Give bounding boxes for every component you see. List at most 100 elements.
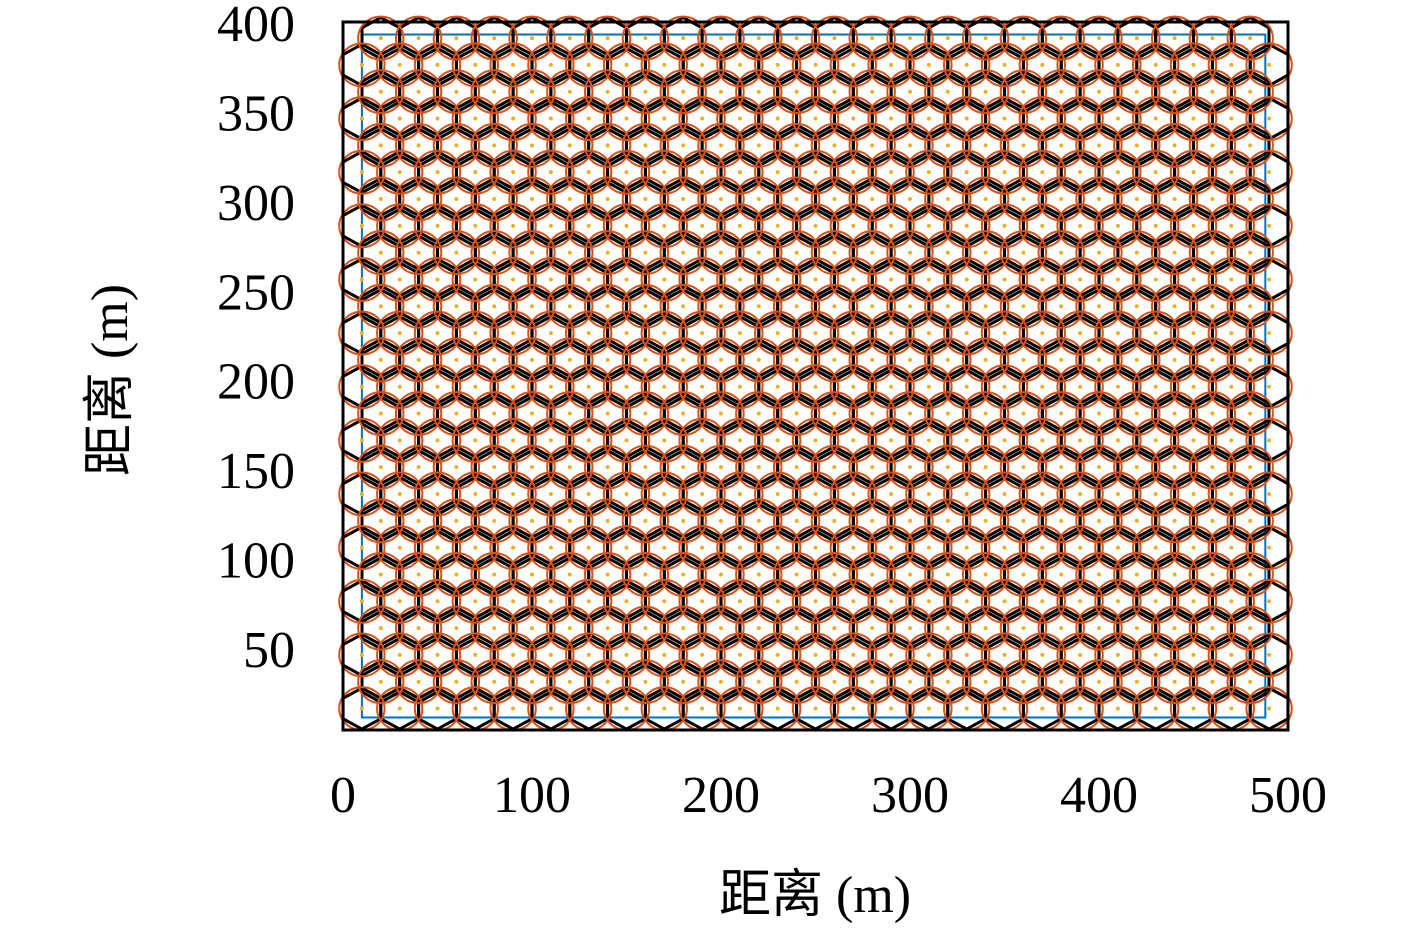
coverage-circle	[413, 578, 462, 624]
coverage-circle	[1188, 283, 1237, 329]
center-point	[794, 304, 799, 309]
center-point	[643, 36, 648, 41]
coverage-circle	[546, 444, 594, 490]
center-point	[851, 62, 856, 67]
coverage-circle	[961, 283, 1010, 329]
coverage-circle	[1113, 337, 1161, 383]
coverage-circle	[659, 659, 707, 705]
center-point	[1248, 411, 1253, 416]
center-point	[870, 518, 875, 523]
center-point	[889, 331, 894, 336]
coverage-circle	[678, 310, 726, 356]
coverage-circle	[1132, 632, 1180, 678]
center-point	[964, 277, 969, 282]
center-point	[530, 197, 534, 201]
coverage-circle	[583, 122, 632, 168]
center-point	[416, 465, 421, 470]
center-point	[359, 706, 364, 711]
center-point	[624, 62, 629, 67]
coverage-circle	[640, 471, 688, 517]
center-point	[756, 572, 761, 577]
x-tick-label: 0	[330, 767, 356, 824]
center-point	[586, 331, 591, 336]
center-point	[1191, 384, 1196, 389]
coverage-circle	[791, 632, 840, 678]
coverage-circle	[583, 337, 632, 383]
center-point	[813, 652, 818, 657]
center-point	[605, 518, 610, 523]
center-point	[1097, 89, 1101, 94]
center-point	[1210, 36, 1215, 41]
coverage-circle	[394, 230, 443, 276]
center-point	[1229, 545, 1234, 550]
coverage-circle	[980, 417, 1029, 463]
coverage-circle	[602, 471, 651, 517]
coverage-circle	[659, 391, 707, 436]
coverage-circle	[1207, 42, 1255, 88]
coverage-circle	[678, 417, 726, 463]
coverage-circle	[999, 69, 1048, 115]
coverage-circle	[1056, 203, 1104, 249]
coverage-circle	[508, 498, 556, 544]
center-point	[397, 706, 402, 711]
coverage-circle	[905, 149, 953, 195]
coverage-circle	[432, 391, 481, 436]
coverage-circle	[376, 203, 424, 249]
center-point	[1115, 545, 1120, 550]
center-point	[1134, 465, 1139, 470]
center-point	[1153, 492, 1158, 496]
coverage-circle	[527, 149, 575, 195]
center-point	[1002, 277, 1007, 282]
y-tick-label: 50	[243, 622, 295, 679]
coverage-circle	[508, 176, 556, 222]
coverage-circle	[697, 176, 745, 222]
coverage-circle	[583, 444, 632, 490]
coverage-circle	[489, 525, 537, 571]
center-point	[624, 599, 629, 604]
coverage-circle	[583, 176, 632, 222]
center-point	[624, 384, 629, 389]
center-point	[473, 384, 478, 389]
center-point	[454, 89, 459, 94]
coverage-circle	[1207, 310, 1255, 356]
center-point	[567, 357, 572, 362]
center-point	[851, 170, 856, 175]
coverage-circle	[621, 552, 670, 597]
center-point	[1115, 223, 1120, 228]
coverage-circle	[867, 257, 915, 302]
coverage-circle	[376, 257, 424, 302]
center-point	[889, 223, 894, 228]
coverage-circle	[886, 283, 934, 329]
center-point	[530, 36, 534, 41]
center-point	[1040, 62, 1045, 67]
center-point	[567, 89, 572, 94]
center-point	[832, 357, 837, 362]
coverage-circle	[470, 552, 518, 597]
center-point	[548, 384, 553, 389]
coverage-circle	[394, 69, 443, 115]
coverage-circle	[791, 149, 840, 195]
coverage-circle	[1056, 578, 1104, 624]
center-point	[1078, 331, 1083, 336]
coverage-circle	[943, 417, 991, 463]
center-point	[643, 626, 648, 631]
coverage-circle	[716, 525, 764, 571]
coverage-circle	[470, 605, 518, 651]
center-point	[870, 304, 875, 309]
center-point	[1059, 197, 1064, 201]
center-point	[624, 331, 629, 336]
coverage-circle	[716, 417, 764, 463]
center-point	[1021, 89, 1026, 94]
coverage-circle	[886, 122, 934, 168]
center-point	[983, 304, 988, 309]
coverage-circle	[432, 69, 481, 115]
center-point	[1210, 304, 1215, 309]
center-point	[511, 438, 516, 443]
coverage-circle	[546, 391, 594, 436]
center-point	[700, 599, 705, 604]
center-point	[832, 197, 837, 201]
center-point	[964, 384, 969, 389]
center-point	[605, 626, 610, 631]
center-point	[1115, 170, 1120, 175]
center-point	[700, 277, 705, 282]
